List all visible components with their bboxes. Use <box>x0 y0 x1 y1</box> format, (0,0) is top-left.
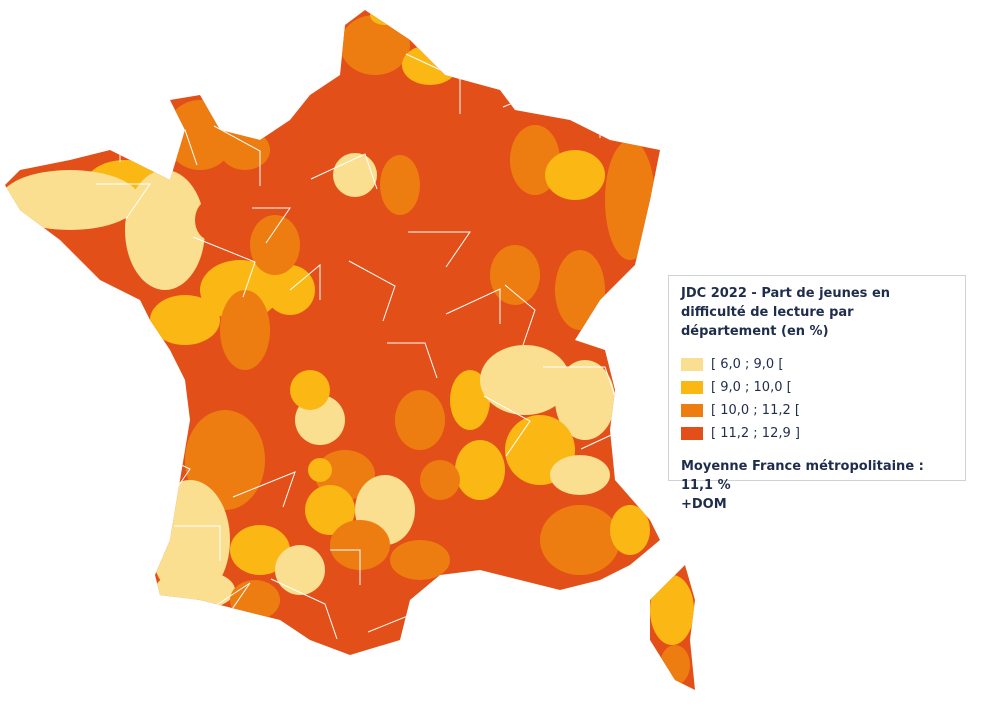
department <box>555 250 605 330</box>
department-border <box>310 153 378 190</box>
department <box>555 360 615 440</box>
department-border <box>289 263 321 300</box>
department-border <box>348 260 396 322</box>
legend-label: [ 11,2 ; 12,9 ] <box>711 426 800 441</box>
department <box>220 130 270 170</box>
department-border <box>543 366 618 403</box>
department-border <box>523 630 571 667</box>
department-border <box>330 549 361 585</box>
legend-item: [ 9,0 ; 10,0 [ <box>681 376 953 399</box>
department-border <box>658 105 695 142</box>
department-border <box>601 312 641 348</box>
department <box>330 520 390 570</box>
department <box>420 460 460 500</box>
department <box>308 458 332 482</box>
department <box>5 10 695 690</box>
department <box>340 15 410 75</box>
department <box>275 545 325 595</box>
department-border <box>117 72 156 109</box>
legend-label: [ 6,0 ; 9,0 [ <box>711 357 784 372</box>
department-border <box>211 582 251 619</box>
legend-items: [ 6,0 ; 9,0 [ [ 9,0 ; 10,0 [ [ 10,0 ; 11,2… <box>681 353 953 445</box>
department <box>605 140 655 260</box>
department <box>390 540 450 580</box>
legend-title: JDC 2022 - Part de jeunes en difficulté … <box>681 286 891 339</box>
legend-swatch <box>681 358 703 371</box>
department-border <box>621 48 676 85</box>
department <box>540 505 620 575</box>
department <box>480 345 570 415</box>
department <box>455 440 505 500</box>
department-border <box>76 446 116 484</box>
department-border <box>252 207 291 244</box>
department <box>155 570 235 610</box>
department-border <box>483 395 531 457</box>
department <box>333 153 377 197</box>
legend-label: [ 9,0 ; 10,0 [ <box>711 380 792 395</box>
legend-item: [ 10,0 ; 11,2 [ <box>681 399 953 422</box>
department <box>370 10 400 25</box>
department-border <box>114 554 158 616</box>
department <box>230 525 290 575</box>
department <box>545 150 605 200</box>
department <box>150 295 220 345</box>
department-border <box>639 419 671 481</box>
department <box>660 645 690 685</box>
department-border <box>387 342 438 379</box>
department-border <box>504 284 536 346</box>
legend-item: [ 11,2 ; 12,9 ] <box>681 422 953 445</box>
department <box>250 215 300 275</box>
legend-note: Moyenne France métropolitaine : 11,1 % <box>681 459 924 493</box>
department <box>490 245 540 305</box>
department-border <box>19 10 51 31</box>
legend-note-dom: +DOM <box>681 497 727 512</box>
department-border <box>445 288 501 324</box>
department-border <box>408 231 471 268</box>
department-border <box>232 471 296 508</box>
department <box>550 455 610 495</box>
department-border <box>309 660 356 690</box>
department-border <box>426 602 478 664</box>
legend-item: [ 6,0 ; 9,0 [ <box>681 353 953 376</box>
department <box>195 200 225 240</box>
department-border <box>96 183 151 220</box>
department-border <box>465 24 496 61</box>
department <box>290 370 330 410</box>
department <box>220 290 270 370</box>
department-border <box>39 390 98 427</box>
department <box>5 170 140 230</box>
department <box>230 580 280 620</box>
departments <box>5 10 695 690</box>
department <box>305 485 355 535</box>
department-border <box>192 236 256 298</box>
legend-label: [ 10,0 ; 11,2 [ <box>711 403 800 418</box>
legend-swatch <box>681 427 703 440</box>
department <box>380 155 420 215</box>
department <box>450 370 490 430</box>
department-border <box>213 125 261 186</box>
legend-swatch <box>681 381 703 394</box>
legend: JDC 2022 - Part de jeunes en difficulté … <box>668 275 966 512</box>
legend-swatch <box>681 404 703 417</box>
department <box>395 390 445 450</box>
department-border <box>174 525 221 561</box>
department <box>610 505 650 555</box>
department <box>125 170 205 290</box>
department <box>650 575 694 645</box>
department-border <box>270 578 338 640</box>
